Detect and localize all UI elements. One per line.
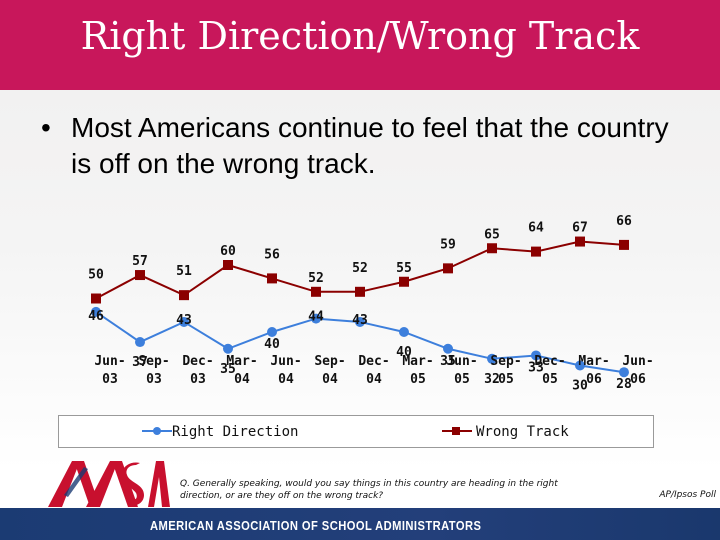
legend-markers [142, 427, 472, 435]
x-tick-label-6-year: 04 [366, 372, 382, 387]
point-wrong-track-3 [223, 260, 233, 270]
data-label-right-direction-7: 40 [396, 345, 412, 360]
data-label-wrong-track-7: 55 [396, 261, 412, 276]
bullet-point: • Most Americans continue to feel that t… [41, 110, 685, 182]
data-label-right-direction-8: 35 [440, 354, 456, 369]
point-wrong-track-11 [575, 236, 585, 247]
point-right-direction-4 [267, 327, 277, 337]
legend-label-right-direction: Right Direction [172, 424, 299, 440]
point-wrong-track-6 [355, 286, 365, 297]
point-right-direction-3 [223, 343, 233, 354]
data-label-right-direction-11: 30 [572, 379, 588, 394]
point-right-direction-7 [399, 327, 409, 337]
x-tick-label-11-year: 06 [586, 372, 602, 387]
line-chart: 46 37 43 35 40 44 43 40 35 32 33 30 28 50 57 51 60 56 52 52… [88, 214, 653, 394]
survey-question: Q. Generally speaking, would you say thi… [180, 479, 558, 501]
footer-org-name: AMERICAN ASSOCIATION OF SCHOOL ADMINISTR… [150, 518, 482, 533]
point-right-direction-1 [135, 337, 145, 348]
point-right-direction-8 [443, 343, 453, 354]
point-wrong-track-2 [179, 290, 189, 301]
x-tick-label-1-year: 03 [146, 372, 162, 387]
point-right-direction-12 [619, 367, 629, 378]
point-wrong-track-5 [311, 286, 321, 297]
x-tick-label-5-year: 04 [322, 372, 338, 387]
x-tick-label-4-month: Jun- [270, 354, 301, 369]
point-right-direction-11 [575, 360, 585, 371]
x-tick-label-12-month: Jun- [622, 354, 653, 369]
legend-marker-wrong-track [452, 427, 460, 435]
x-tick-label-4-year: 04 [278, 372, 294, 387]
data-label-wrong-track-8: 59 [440, 237, 456, 252]
point-right-direction-5 [311, 313, 321, 324]
x-tick-label-11-month: Mar- [578, 354, 609, 369]
x-tick-label-7-year: 05 [410, 372, 426, 387]
x-tick-label-7-month: Mar- [402, 354, 433, 369]
x-tick-label-3-year: 04 [234, 372, 250, 387]
data-label-wrong-track-12: 66 [616, 214, 632, 229]
data-label-right-direction-12: 28 [616, 377, 632, 392]
data-label-wrong-track-6: 52 [352, 261, 368, 276]
x-tick-label-1-month: Sep- [138, 354, 169, 369]
x-tick-label-8-month: Jun- [446, 354, 477, 369]
point-right-direction-2 [179, 316, 189, 327]
bullet-symbol: • [41, 112, 51, 143]
x-tick-label-8-year: 05 [454, 372, 470, 387]
x-tick-label-6-month: Dec- [358, 354, 389, 369]
point-wrong-track-0 [91, 293, 101, 304]
aasa-logo [48, 461, 170, 507]
footer-band [0, 508, 720, 540]
legend-marker-right-direction [153, 427, 161, 435]
point-wrong-track-7 [399, 276, 409, 287]
x-tick-label-5-month: Sep- [314, 354, 345, 369]
data-label-wrong-track-10: 64 [528, 221, 544, 236]
point-wrong-track-4 [267, 273, 277, 284]
data-label-wrong-track-2: 51 [176, 264, 192, 279]
data-label-wrong-track-1: 57 [132, 254, 148, 269]
x-tick-label-2-year: 03 [190, 372, 206, 387]
data-label-wrong-track-9: 65 [484, 227, 500, 242]
point-wrong-track-1 [135, 270, 145, 281]
data-label-right-direction-10: 33 [528, 360, 544, 375]
point-wrong-track-8 [443, 263, 453, 274]
x-tick-label-0-month: Jun- [94, 354, 125, 369]
data-label-wrong-track-11: 67 [572, 221, 588, 236]
x-tick-label-9-year: 05 [498, 372, 514, 387]
data-label-right-direction-4: 40 [264, 337, 280, 352]
data-label-right-direction-3: 35 [220, 362, 236, 377]
point-wrong-track-10 [531, 246, 541, 257]
data-label-wrong-track-3: 60 [220, 244, 236, 259]
title-bar: Right Direction/Wrong Track [0, 0, 720, 90]
bullet-text: Most Americans continue to feel that the… [71, 112, 669, 179]
point-wrong-track-9 [487, 243, 497, 254]
data-label-wrong-track-4: 56 [264, 247, 280, 262]
data-label-wrong-track-5: 52 [308, 271, 324, 286]
chart-legend: Right Direction Wrong Track [58, 415, 654, 448]
data-label-right-direction-1: 37 [132, 355, 148, 370]
point-wrong-track-12 [619, 239, 629, 250]
x-tick-label-10-month: Dec- [534, 354, 565, 369]
x-tick-label-9-month: Sep- [490, 354, 521, 369]
x-tick-label-3-month: Mar- [226, 354, 257, 369]
slide-title: Right Direction/Wrong Track [80, 14, 640, 58]
x-tick-label-12-year: 06 [630, 372, 646, 387]
legend-label-wrong-track: Wrong Track [476, 424, 569, 440]
point-right-direction-10 [531, 350, 541, 361]
logo-letters [48, 461, 170, 507]
data-label-wrong-track-0: 50 [88, 268, 104, 283]
source-credit: AP/Ipsos Poll [659, 490, 716, 500]
point-right-direction-6 [355, 316, 365, 327]
data-label-right-direction-0: 46 [88, 309, 104, 324]
x-tick-label-0-year: 03 [102, 372, 118, 387]
data-label-right-direction-9: 32 [484, 372, 500, 387]
x-tick-label-2-month: Dec- [182, 354, 213, 369]
data-label-right-direction-6: 43 [352, 313, 368, 328]
x-tick-label-10-year: 05 [542, 372, 558, 387]
content-background [0, 90, 720, 470]
data-label-right-direction-5: 44 [308, 310, 324, 325]
point-right-direction-9 [487, 353, 497, 364]
point-right-direction-0 [91, 306, 101, 317]
data-label-right-direction-2: 43 [176, 313, 192, 328]
